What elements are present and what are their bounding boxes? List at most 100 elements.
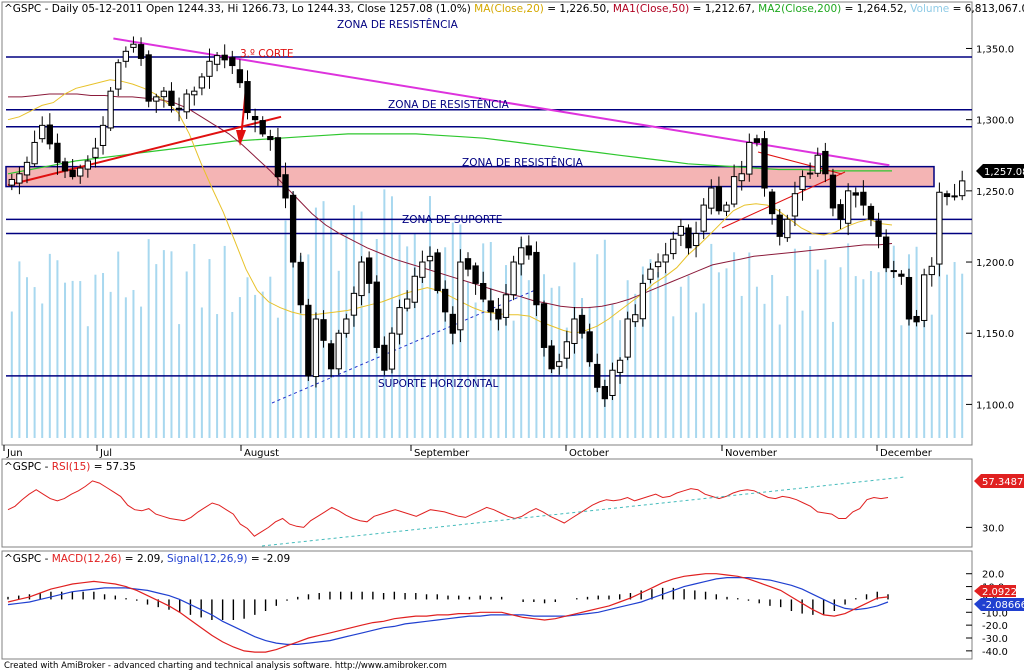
macd-header: ^GSPC - MACD(12,26) = 2.09, Signal(12,26… [4,553,290,565]
candle [502,284,510,326]
candle [39,116,46,143]
volume-bar [124,297,127,438]
candle-body [327,343,335,370]
volume-bar [276,317,279,438]
candle [730,164,738,208]
x-tick-label: August [244,448,279,459]
candle-body [715,186,723,212]
candle-body [776,214,783,237]
volume-bar [702,303,705,438]
candle [533,241,540,317]
candle [130,36,137,53]
candle-body [525,245,532,256]
svg-text:57.3487: 57.3487 [982,477,1023,488]
candle [632,304,639,327]
candle [206,48,213,89]
volume-bar [208,259,211,438]
candle [525,235,532,260]
candle-body [723,204,730,212]
candle [616,357,624,384]
candle [320,310,327,348]
label-suporte-horizontal: SUPORTE HORIZONTAL [378,378,499,390]
candle-body [92,147,99,158]
volume-bar [330,220,333,438]
volume-bar [793,248,796,438]
candle-body [191,90,198,96]
candle-body [274,137,282,178]
candle [327,340,335,378]
candle-body [426,255,434,262]
volume-bar [383,189,386,438]
label-zona-suporte: ZONA DE SUPORTE [402,214,502,226]
candle-body [137,44,145,59]
candle-body [130,43,137,48]
candle-body [905,276,913,320]
candle [236,59,244,88]
candle-body [768,191,776,215]
candle [867,203,875,227]
candle-body [449,313,456,334]
x-tick-label: November [725,448,778,459]
candle [548,340,555,374]
volume-bar [18,261,21,438]
candle-body [457,261,464,331]
candle-body [632,314,639,323]
candle [799,170,806,201]
volume-bar [892,245,895,438]
volume-bar [710,243,713,438]
price-header: ^GSPC - Daily 05-12-2011 Open 1244.33, H… [4,3,1024,15]
volume-bar [520,239,523,438]
svg-text:1,257.08: 1,257.08 [984,167,1024,178]
candle [381,336,388,376]
candle [578,308,586,339]
candle [442,280,449,322]
candle-body [518,247,525,265]
candle-body [822,150,829,175]
candle-body [495,308,502,320]
candle-body [784,218,791,239]
candle [480,271,487,303]
rsi-y-tick-label: 30.0 [982,523,1004,534]
volume-bar [885,241,888,438]
candle-body [548,345,555,370]
volume-bar [854,276,857,438]
candle-body [84,160,91,170]
candle [791,181,799,227]
candle-body [921,274,928,321]
candle [563,330,570,369]
volume-bar [360,211,363,438]
candle [723,201,730,217]
candle-body [107,90,114,129]
candle-body [442,288,449,313]
candle [464,252,472,277]
candle [282,162,289,209]
candle-body [236,69,244,84]
candle [639,274,647,327]
candle [943,190,951,206]
candle-body [837,204,844,220]
volume-bar [223,245,226,438]
volume-bar [238,297,241,438]
candle-body [890,270,897,273]
candle-body [814,154,821,174]
volume-bar [56,260,59,438]
candle-body [898,273,905,277]
candle [365,251,373,294]
candle [594,353,601,393]
candle [883,229,890,273]
volume-bar [390,196,393,438]
candle-body [39,124,46,140]
volume-bar [877,272,880,438]
corte-arrow-head [236,130,246,146]
volume-bar [862,279,865,438]
candle [890,260,897,278]
volume-bar [740,295,743,438]
candle [753,134,761,147]
candle-body [61,161,69,172]
macd-y-tick-label: -10.0 [982,608,1008,619]
volume-bar [292,191,295,438]
candle-body [883,236,890,269]
volume-bar [147,239,150,438]
candle [84,155,91,178]
candle [153,93,160,113]
